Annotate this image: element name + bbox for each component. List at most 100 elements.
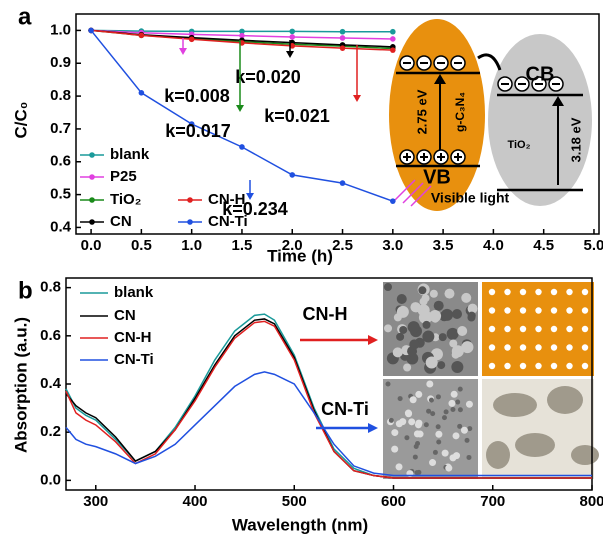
x-axis-label: Wavelength (nm) bbox=[232, 515, 368, 534]
grain bbox=[414, 444, 419, 449]
pore bbox=[504, 363, 510, 369]
pore bbox=[520, 326, 526, 332]
y-axis-label: C/C₀ bbox=[11, 102, 30, 139]
grain bbox=[429, 459, 436, 466]
x-tick-label: 800 bbox=[579, 493, 603, 510]
grain bbox=[416, 470, 421, 475]
grain bbox=[418, 286, 426, 294]
x-tick-label: 3.5 bbox=[433, 237, 454, 254]
pore bbox=[582, 363, 588, 369]
inset-label: TiO₂ bbox=[507, 139, 530, 151]
point bbox=[390, 29, 396, 35]
y-tick-label: 0.6 bbox=[50, 153, 71, 170]
point bbox=[390, 198, 396, 204]
grain bbox=[441, 309, 453, 321]
pore bbox=[551, 307, 557, 313]
grain bbox=[418, 304, 430, 316]
grain bbox=[465, 438, 470, 443]
grain bbox=[391, 429, 398, 436]
x-axis-label: Time (h) bbox=[267, 246, 333, 265]
x-tick-label: 400 bbox=[183, 493, 208, 510]
legend-marker bbox=[187, 219, 193, 225]
pore bbox=[489, 326, 495, 332]
y-tick-label: 0.4 bbox=[40, 375, 62, 392]
x-tick-label: 500 bbox=[282, 493, 307, 510]
grain bbox=[467, 314, 475, 322]
grain bbox=[442, 450, 449, 457]
grain bbox=[467, 426, 472, 431]
y-axis-label: Absorption (a.u.) bbox=[11, 317, 30, 453]
legend-marker bbox=[89, 197, 95, 203]
legend-label: CN-Ti bbox=[114, 351, 154, 368]
y-tick-label: 0.8 bbox=[40, 279, 61, 296]
grain bbox=[444, 289, 454, 299]
annotation: k=0.017 bbox=[165, 121, 231, 141]
grain bbox=[424, 422, 429, 427]
grain bbox=[461, 341, 473, 353]
legend-label: blank bbox=[114, 284, 154, 301]
grain bbox=[410, 396, 417, 403]
y-tick-label: 1.0 bbox=[50, 21, 71, 38]
transfer-arrow bbox=[478, 55, 500, 70]
x-tick-label: 4.0 bbox=[483, 237, 504, 254]
grain bbox=[461, 293, 471, 303]
grain bbox=[415, 391, 422, 398]
pore bbox=[535, 344, 541, 350]
grain bbox=[426, 357, 438, 369]
grain bbox=[433, 450, 438, 455]
legend-label: CN-H bbox=[114, 329, 152, 346]
grain bbox=[449, 339, 457, 347]
grain bbox=[457, 424, 462, 429]
x-tick-label: 2.5 bbox=[332, 237, 353, 254]
point bbox=[340, 29, 346, 35]
pore bbox=[535, 289, 541, 295]
grain bbox=[453, 452, 460, 459]
y-tick-label: 0.7 bbox=[50, 120, 71, 137]
legend-marker bbox=[89, 219, 95, 225]
point bbox=[390, 47, 396, 53]
x-tick-label: 600 bbox=[381, 493, 406, 510]
annotation: k=0.234 bbox=[222, 199, 288, 219]
pore bbox=[551, 289, 557, 295]
grain bbox=[397, 306, 409, 318]
panel-label: b bbox=[18, 277, 33, 304]
panel-label: a bbox=[18, 3, 32, 30]
grain bbox=[435, 431, 442, 438]
grain bbox=[442, 415, 447, 420]
arrow-head bbox=[179, 48, 187, 55]
pore bbox=[551, 363, 557, 369]
point bbox=[289, 172, 295, 178]
pore bbox=[520, 307, 526, 313]
grain bbox=[458, 387, 463, 392]
grain bbox=[399, 326, 407, 334]
x-tick-label: 1.0 bbox=[181, 237, 202, 254]
inset-label: VB bbox=[423, 166, 451, 188]
grain bbox=[466, 401, 473, 408]
grain bbox=[445, 465, 452, 472]
grain bbox=[436, 424, 441, 429]
point bbox=[239, 144, 245, 150]
pore bbox=[547, 386, 583, 414]
pore bbox=[504, 307, 510, 313]
y-tick-label: 0.5 bbox=[50, 186, 71, 203]
legend-label: P25 bbox=[110, 168, 137, 185]
grain bbox=[451, 391, 458, 398]
grain bbox=[434, 301, 444, 311]
x-tick-label: 700 bbox=[480, 493, 505, 510]
x-tick-label: 300 bbox=[83, 493, 108, 510]
x-tick-label: 5.0 bbox=[584, 237, 603, 254]
grain bbox=[389, 418, 394, 423]
grain bbox=[405, 410, 412, 417]
grain bbox=[452, 309, 462, 319]
pore bbox=[515, 433, 555, 457]
grain bbox=[404, 435, 409, 440]
grain bbox=[384, 324, 392, 332]
pore bbox=[489, 344, 495, 350]
micrographs bbox=[383, 282, 599, 479]
legend-marker bbox=[89, 174, 95, 180]
grain bbox=[414, 430, 421, 437]
pore bbox=[489, 363, 495, 369]
pore bbox=[566, 289, 572, 295]
point bbox=[189, 36, 195, 42]
legend-label: CN bbox=[114, 307, 136, 324]
